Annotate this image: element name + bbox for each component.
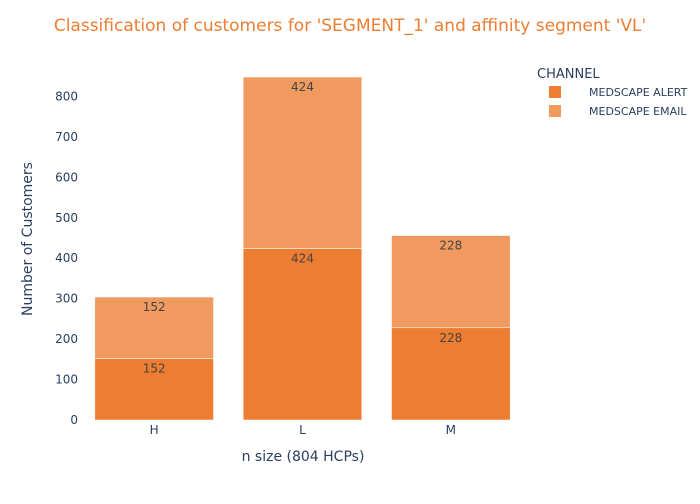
y-tick-label: 500 [55,211,78,225]
x-tick-label: L [299,423,306,437]
data-label: 424 [291,252,314,266]
data-label: 152 [143,300,166,314]
x-tick-label: M [446,423,456,437]
legend-swatch [549,105,561,117]
bars [94,76,511,421]
x-tick-label: H [150,423,159,437]
y-tick-label: 400 [55,251,78,265]
y-tick-label: 100 [55,373,78,387]
data-label: 424 [291,80,314,94]
bar-H-medscape-email [94,296,214,359]
y-tick-label: 0 [70,413,78,427]
y-tick-label: 700 [55,130,78,144]
chart-title: Classification of customers for 'SEGMENT… [54,16,646,36]
y-tick-label: 600 [55,170,78,184]
data-label: 228 [439,331,462,345]
bar-M-medscape-email [391,235,511,329]
legend: CHANNEL MEDSCAPE ALERT MEDSCAPE EMAIL [537,67,688,118]
x-axis-label: n size (804 HCPs) [242,449,365,465]
legend-label: MEDSCAPE ALERT [589,86,688,99]
data-labels: 152 152 424 424 228 228 [143,80,463,376]
legend-label: MEDSCAPE EMAIL [589,105,687,118]
legend-title: CHANNEL [537,67,600,82]
y-tick-label: 300 [55,292,78,306]
y-tick-label: 200 [55,332,78,346]
y-tick-label: 800 [55,89,78,103]
y-axis: 0 100 200 300 400 500 600 700 800 [55,89,78,427]
bar-M-medscape-alert [391,327,511,421]
bar-H-medscape-alert [94,358,214,421]
legend-swatch [549,86,561,98]
data-label: 228 [439,239,462,253]
data-label: 152 [143,362,166,376]
bar-L-medscape-alert [242,248,363,421]
y-axis-label: Number of Customers [20,162,36,316]
bar-L-medscape-email [242,76,363,249]
